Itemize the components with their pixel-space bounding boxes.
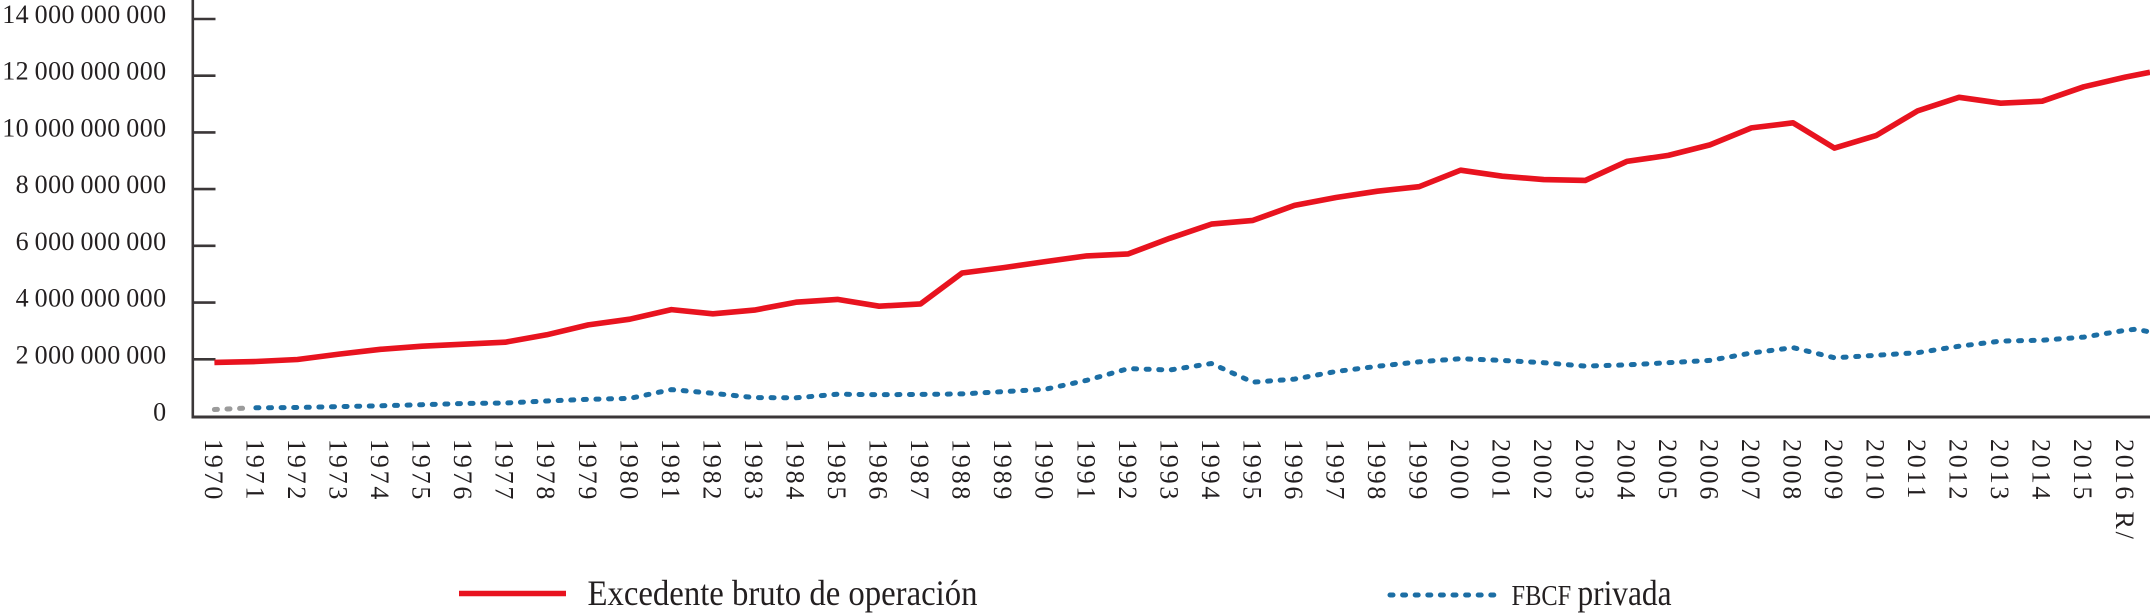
svg-text:6 000 000 000: 6 000 000 000 bbox=[16, 227, 167, 256]
svg-text:1975: 1975 bbox=[407, 439, 436, 502]
svg-text:1994: 1994 bbox=[1196, 439, 1225, 502]
svg-text:2002: 2002 bbox=[1528, 439, 1557, 502]
svg-text:2009: 2009 bbox=[1819, 439, 1848, 502]
svg-text:1981: 1981 bbox=[656, 439, 685, 502]
svg-text:1977: 1977 bbox=[490, 439, 519, 502]
svg-text:Excedente bruto de operación: Excedente bruto de operación bbox=[588, 573, 978, 613]
svg-text:14 000 000 000: 14 000 000 000 bbox=[2, 0, 166, 29]
svg-text:2011: 2011 bbox=[1902, 439, 1931, 501]
svg-text:1976: 1976 bbox=[448, 439, 477, 502]
svg-text:2008: 2008 bbox=[1778, 439, 1807, 502]
svg-text:1996: 1996 bbox=[1279, 439, 1308, 502]
svg-text:1970: 1970 bbox=[199, 439, 228, 502]
svg-text:1989: 1989 bbox=[988, 439, 1017, 502]
svg-text:FBCF privada: FBCF privada bbox=[1512, 573, 1672, 613]
svg-text:2010: 2010 bbox=[1861, 439, 1890, 502]
svg-text:1979: 1979 bbox=[573, 439, 602, 502]
svg-text:10 000 000 000: 10 000 000 000 bbox=[2, 113, 166, 142]
svg-text:2 000 000 000: 2 000 000 000 bbox=[16, 340, 167, 369]
svg-text:1988: 1988 bbox=[947, 439, 976, 502]
svg-text:1987: 1987 bbox=[905, 439, 934, 502]
svg-text:1978: 1978 bbox=[531, 439, 560, 502]
svg-text:2001: 2001 bbox=[1487, 439, 1516, 502]
svg-text:1982: 1982 bbox=[697, 439, 726, 502]
svg-text:2004: 2004 bbox=[1611, 439, 1640, 502]
svg-text:4 000 000 000: 4 000 000 000 bbox=[16, 284, 167, 313]
svg-text:1972: 1972 bbox=[282, 439, 311, 502]
svg-text:2000: 2000 bbox=[1445, 439, 1474, 502]
svg-text:0: 0 bbox=[153, 397, 166, 426]
svg-text:12 000 000 000: 12 000 000 000 bbox=[2, 57, 166, 86]
svg-text:2015: 2015 bbox=[2068, 439, 2097, 502]
svg-text:1974: 1974 bbox=[365, 439, 394, 502]
svg-text:8 000 000 000: 8 000 000 000 bbox=[16, 170, 167, 199]
svg-text:1993: 1993 bbox=[1154, 439, 1183, 502]
svg-text:1983: 1983 bbox=[739, 439, 768, 502]
svg-text:1998: 1998 bbox=[1362, 439, 1391, 502]
svg-text:2012: 2012 bbox=[1944, 439, 1973, 502]
svg-text:1986: 1986 bbox=[864, 439, 893, 502]
svg-text:1992: 1992 bbox=[1113, 439, 1142, 502]
svg-text:1985: 1985 bbox=[822, 439, 851, 502]
svg-text:2016 R/: 2016 R/ bbox=[2110, 439, 2139, 542]
svg-text:2005: 2005 bbox=[1653, 439, 1682, 502]
svg-text:1990: 1990 bbox=[1030, 439, 1059, 502]
svg-text:1971: 1971 bbox=[240, 439, 269, 502]
svg-text:1980: 1980 bbox=[614, 439, 643, 502]
svg-text:1984: 1984 bbox=[781, 439, 810, 502]
svg-text:2013: 2013 bbox=[1985, 439, 2014, 502]
svg-text:2007: 2007 bbox=[1736, 439, 1765, 502]
svg-text:1973: 1973 bbox=[324, 439, 353, 502]
svg-text:1995: 1995 bbox=[1237, 439, 1266, 502]
svg-text:1999: 1999 bbox=[1404, 439, 1433, 502]
svg-text:2006: 2006 bbox=[1694, 439, 1723, 502]
svg-text:1991: 1991 bbox=[1071, 439, 1100, 502]
svg-text:2003: 2003 bbox=[1570, 439, 1599, 502]
svg-text:2014: 2014 bbox=[2027, 439, 2056, 502]
svg-text:1997: 1997 bbox=[1321, 439, 1350, 502]
